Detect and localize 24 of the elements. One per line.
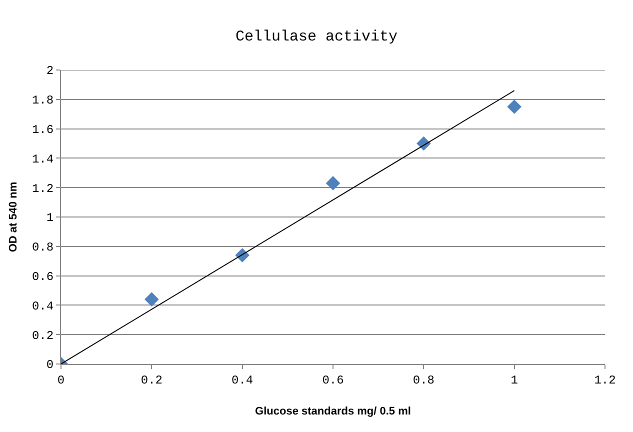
- chart-title: Cellulase activity: [235, 28, 398, 46]
- x-tick-label: 0.8: [412, 373, 434, 388]
- x-tick-label: 0.6: [322, 373, 344, 388]
- point: [326, 176, 340, 190]
- point: [507, 100, 522, 114]
- y-axis-title: OD at 540 nm: [8, 182, 20, 252]
- y-tick-label: 0: [46, 358, 54, 372]
- y-tick-label: 1.8: [32, 94, 54, 108]
- y-tick-label: 1.6: [32, 123, 54, 137]
- x-tick-label: 0: [57, 373, 65, 388]
- y-tick-label: 1: [46, 211, 54, 226]
- y-tick-label: 0.4: [32, 299, 54, 314]
- y-tick-label: 0.8: [32, 240, 54, 255]
- x-tick-label: 1.2: [594, 373, 616, 388]
- point: [144, 292, 159, 306]
- x-tick-label: 0.4: [232, 373, 254, 388]
- y-tick-label: 1.2: [32, 182, 54, 196]
- y-tick-label: 2: [46, 64, 54, 78]
- x-tick-label: 0.2: [140, 373, 162, 388]
- y-tick-label: 1.4: [32, 152, 54, 166]
- x-axis-title: Glucose standards mg/ 0.5 ml: [255, 406, 411, 418]
- x-tick-label: 1: [510, 373, 518, 388]
- y-tick-label: 0.2: [32, 328, 54, 343]
- y-tick-label: 0.6: [32, 270, 54, 284]
